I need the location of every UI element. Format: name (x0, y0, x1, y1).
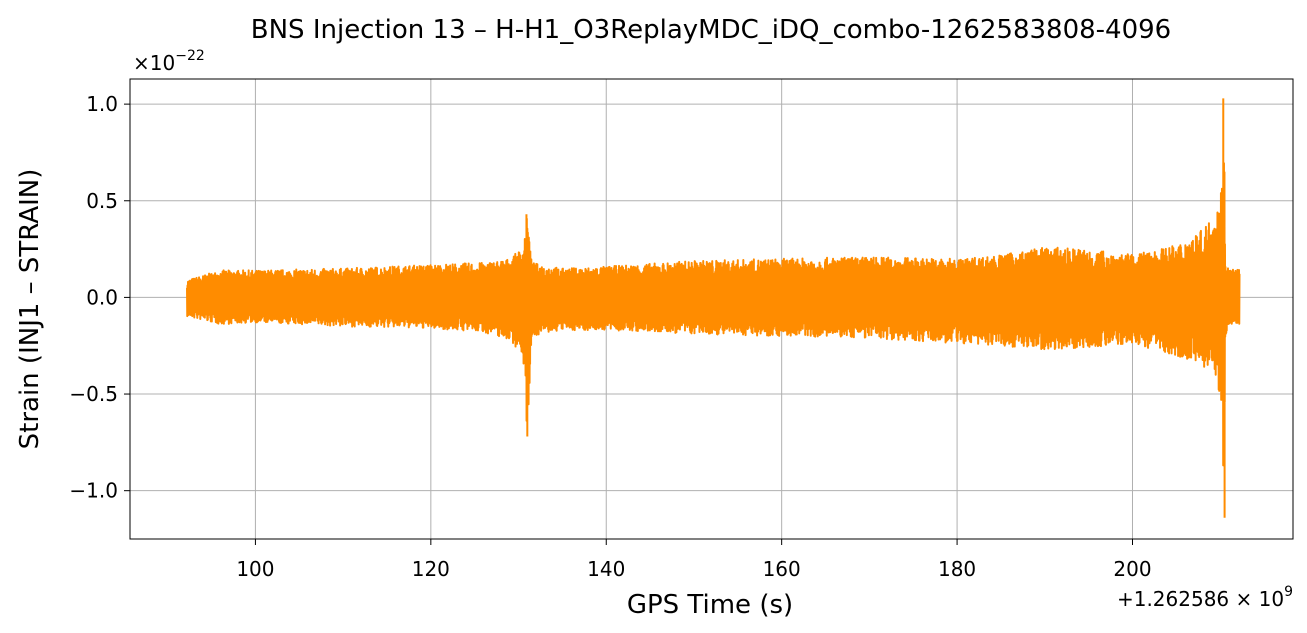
x-tick-label: 120 (412, 557, 450, 581)
x-offset-base: +1.262586 × 10 (1117, 587, 1284, 611)
x-tick-label: 200 (1113, 557, 1151, 581)
y-tick-label: 1.0 (86, 92, 118, 116)
y-scale-factor: ×10−22 (133, 48, 205, 75)
x-offset-factor: +1.262586 × 109 (1117, 584, 1293, 611)
chart-title: BNS Injection 13 – H-H1_O3ReplayMDC_iDQ_… (251, 15, 1171, 45)
y-axis-label: Strain (INJ1 – STRAIN) (15, 169, 45, 450)
x-tick-label: 100 (236, 557, 274, 581)
x-tick-label: 140 (587, 557, 625, 581)
y-axis: −1.0 −0.5 0.0 0.5 1.0 (69, 92, 130, 503)
strain-line (186, 98, 1241, 518)
y-tick-label: −0.5 (69, 382, 118, 406)
strain-series (186, 98, 1241, 518)
y-tick-label: 0.0 (86, 285, 118, 309)
x-offset-exponent: 9 (1284, 584, 1293, 600)
x-tick-label: 160 (763, 557, 801, 581)
y-tick-label: 0.5 (86, 189, 118, 213)
x-tick-label: 180 (938, 557, 976, 581)
x-axis-label: GPS Time (s) (627, 590, 793, 620)
y-tick-label: −1.0 (69, 479, 118, 503)
y-scale-exponent: −22 (175, 48, 205, 64)
plot-frame (129, 78, 1294, 540)
y-scale-base: ×10 (133, 51, 175, 75)
x-axis: 100 120 140 160 180 200 (236, 539, 1152, 581)
